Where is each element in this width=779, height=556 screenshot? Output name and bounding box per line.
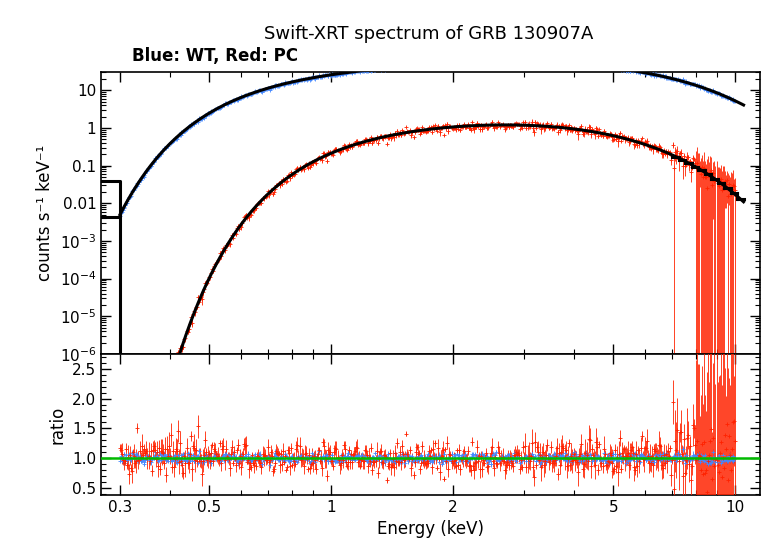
Y-axis label: counts s⁻¹ keV⁻¹: counts s⁻¹ keV⁻¹ xyxy=(36,145,55,281)
X-axis label: Energy (keV): Energy (keV) xyxy=(377,520,484,538)
Text: Swift-XRT spectrum of GRB 130907A: Swift-XRT spectrum of GRB 130907A xyxy=(264,25,593,43)
Y-axis label: ratio: ratio xyxy=(49,405,67,444)
Text: Blue: WT, Red: PC: Blue: WT, Red: PC xyxy=(132,47,298,65)
